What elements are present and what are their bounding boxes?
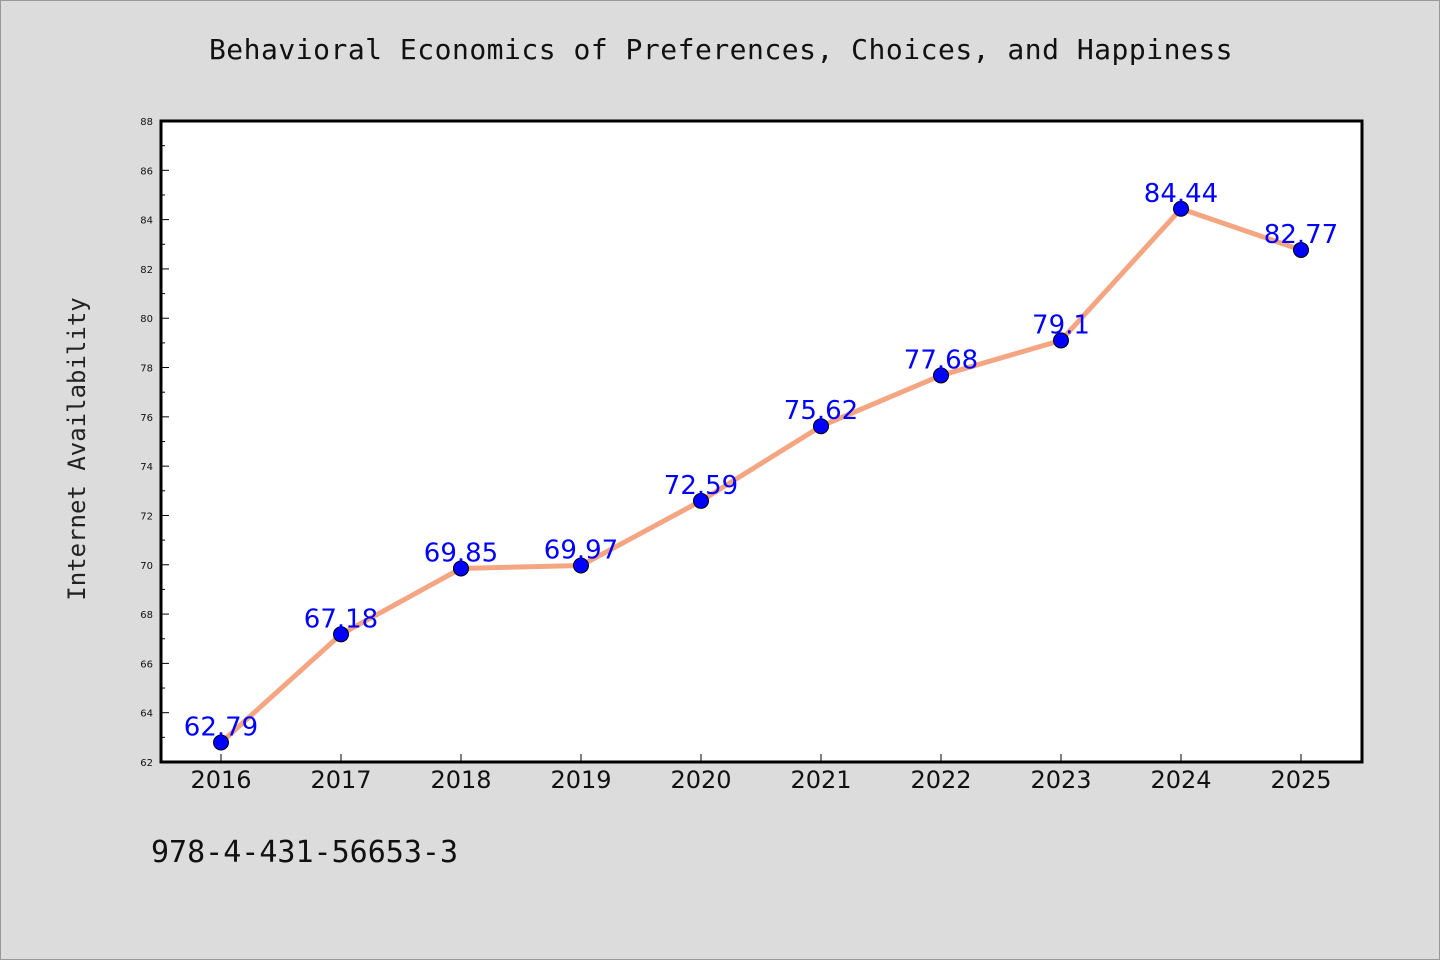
data-point	[333, 626, 349, 643]
data-point	[1173, 200, 1189, 217]
y-tick-label: 84	[140, 216, 153, 227]
data-point	[573, 557, 589, 574]
x-axis: 2016 2017 2018 2019 2020 2021 2022 2023 2024 2025	[190, 754, 1332, 794]
y-tick-label: 78	[140, 364, 153, 375]
x-tick-label: 2019	[550, 766, 611, 794]
data-label: 62.79	[184, 713, 258, 743]
x-tick-label: 2018	[430, 766, 491, 794]
y-tick-label: 64	[140, 709, 153, 720]
y-tick-label: 82	[140, 265, 153, 276]
data-label: 69.85	[424, 538, 498, 568]
data-label-group: 62.79 67.18 69.85 69.97 72.59 75.62 77.68 79.1 8…	[184, 179, 1338, 743]
chart-title: Behavioral Economics of Preferences, Cho…	[208, 33, 1234, 66]
y-tick-label: 68	[140, 610, 153, 621]
x-tick-label: 2017	[310, 766, 371, 794]
data-point	[1053, 332, 1069, 349]
x-tick-label: 2016	[190, 766, 251, 794]
data-label: 72.59	[664, 471, 738, 501]
y-tick-label: 76	[140, 413, 153, 424]
x-tick-label: 2021	[790, 766, 851, 794]
x-tick-label: 2020	[670, 766, 731, 794]
data-point	[453, 560, 469, 577]
series-line-group	[218, 206, 1304, 746]
data-label: 82.77	[1264, 220, 1338, 250]
y-tick-label: 72	[140, 511, 153, 522]
y-tick-label: 70	[140, 561, 153, 572]
data-label: 75.62	[784, 396, 858, 426]
x-tick-label: 2022	[910, 766, 971, 794]
data-point	[933, 367, 949, 384]
y-tick-label: 74	[140, 462, 153, 473]
isbn-footnote: 978-4-431-56653-3	[151, 835, 459, 870]
y-tick-label: 66	[140, 659, 153, 670]
data-point	[1293, 241, 1309, 258]
data-label: 67.18	[304, 604, 378, 634]
y-axis: 62 64 66 68 70 72 74 76 78 80 82 84 86 88	[140, 117, 169, 769]
series-line	[218, 206, 1304, 746]
y-tick-label: 88	[140, 117, 153, 128]
data-label: 69.97	[544, 536, 618, 566]
plot-area	[159, 119, 1364, 764]
marker-group	[213, 200, 1309, 751]
y-tick-label: 80	[140, 314, 153, 325]
y-tick-label: 86	[140, 166, 153, 177]
data-label: 84.44	[1144, 179, 1218, 209]
x-tick-label: 2023	[1030, 766, 1091, 794]
data-label: 79.1	[1032, 310, 1090, 340]
y-tick-label: 62	[140, 758, 153, 769]
data-point	[693, 492, 709, 509]
x-tick-label: 2024	[1150, 766, 1211, 794]
x-tick-label: 2025	[1270, 766, 1331, 794]
data-point	[213, 734, 229, 751]
data-point	[813, 418, 829, 435]
data-label: 77.68	[904, 345, 978, 375]
